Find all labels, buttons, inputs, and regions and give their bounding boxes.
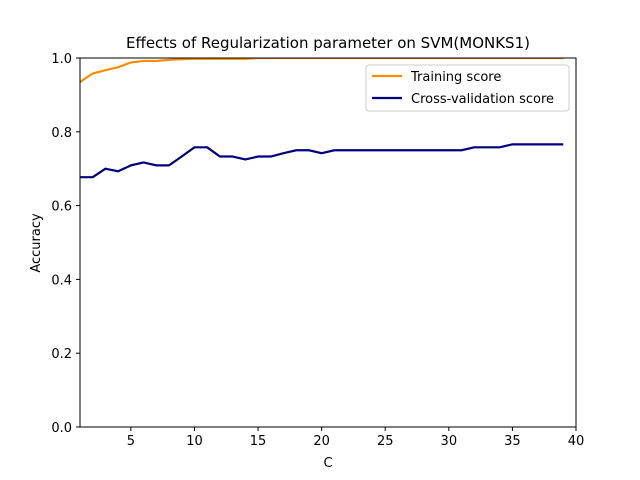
y-tick-label: 0.0 [51,421,72,436]
series-line-cross-validation-score [80,143,564,179]
x-tick-label: 40 [568,434,585,449]
y-axis-title: Accuracy [29,213,44,273]
plot-frame [79,57,577,428]
x-tick-label: 35 [504,434,521,449]
x-tick-label: 20 [313,434,330,449]
legend-label: Training score [410,70,501,85]
series-layer [80,58,564,179]
y-tick-label: 0.4 [51,273,72,288]
x-tick-label: 15 [250,434,267,449]
legend-label: Cross-validation score [411,92,554,107]
y-tick-label: 1.0 [51,52,72,67]
legend: Training score Cross-validation score [365,64,570,112]
y-tick-label: 0.8 [51,126,72,141]
ticks-layer: 5 10 15 20 25 30 35 40 0.0 0.2 0.4 0.6 0.8 1.0 [51,52,584,449]
x-axis-title: C [323,456,332,471]
y-tick-label: 0.2 [51,347,72,362]
y-tick-label: 0.6 [51,200,72,215]
series-line-training-score [80,58,564,83]
x-tick-label: 25 [377,434,394,449]
x-tick-label: 10 [186,434,203,449]
x-tick-label: 5 [127,434,135,449]
chart-title: Effects of Regularization parameter on S… [126,34,530,52]
legend-box [365,64,570,112]
x-tick-label: 30 [441,434,458,449]
